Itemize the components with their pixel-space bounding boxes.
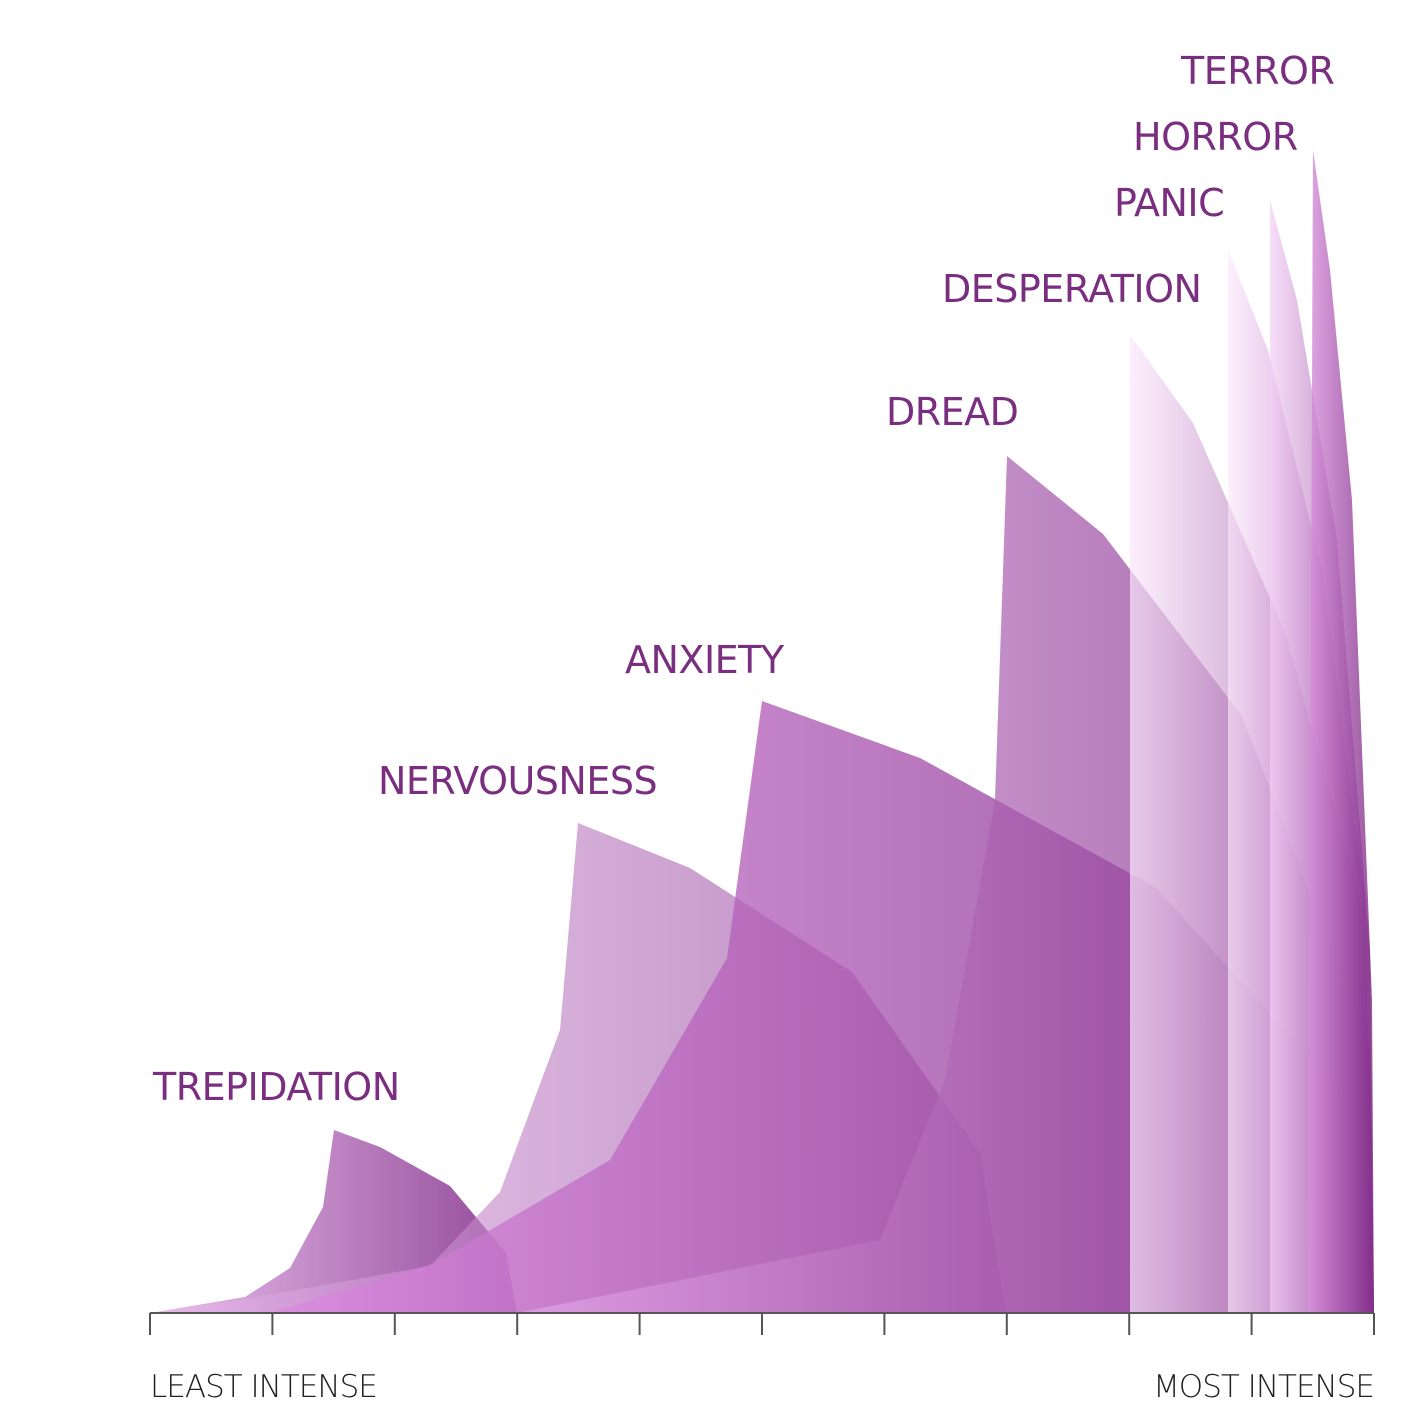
chart-areas	[150, 150, 1374, 1313]
area-terror	[1308, 150, 1374, 1313]
axis-label-least-intense: LEAST INTENSE	[150, 1369, 378, 1405]
x-axis	[149, 1312, 1375, 1335]
label-dread: DREAD	[886, 390, 1019, 434]
label-desperation: DESPERATION	[942, 267, 1202, 311]
label-nervousness: NERVOUSNESS	[378, 759, 658, 803]
label-terror: TERROR	[1181, 49, 1335, 93]
axis-label-most-intense: MOST INTENSE	[1153, 1369, 1375, 1405]
label-anxiety: ANXIETY	[625, 638, 784, 682]
label-panic: PANIC	[1114, 181, 1225, 225]
label-horror: HORROR	[1133, 115, 1298, 159]
label-trepidation: TREPIDATION	[153, 1065, 400, 1109]
